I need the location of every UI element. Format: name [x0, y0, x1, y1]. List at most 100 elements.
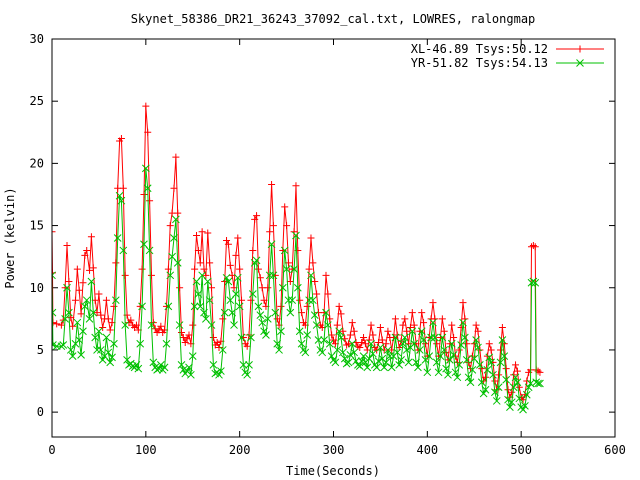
data-point	[449, 351, 458, 359]
data-point	[445, 356, 454, 364]
data-point	[346, 351, 355, 359]
y-tick-label: 10	[30, 281, 44, 295]
data-point	[140, 240, 148, 249]
data-point	[215, 370, 223, 379]
data-point	[85, 314, 94, 323]
data-point	[63, 283, 71, 292]
data-point	[387, 363, 396, 372]
data-point	[307, 234, 315, 242]
data-point	[68, 352, 77, 361]
data-point	[432, 358, 441, 367]
data-point	[324, 290, 332, 298]
data-point	[524, 383, 533, 392]
x-tick-label: 0	[48, 443, 55, 457]
data-point	[175, 321, 184, 329]
data-point	[429, 299, 437, 307]
data-point	[110, 339, 118, 348]
data-point	[260, 327, 268, 336]
data-point	[367, 321, 375, 329]
data-point	[108, 353, 116, 362]
y-tick-label: 25	[30, 94, 44, 108]
data-point	[134, 364, 143, 373]
data-point	[177, 361, 186, 369]
data-point	[166, 222, 174, 230]
data-point	[63, 241, 71, 249]
data-point	[119, 246, 128, 255]
data-point	[330, 336, 337, 344]
data-point	[496, 358, 505, 367]
data-point	[266, 228, 274, 236]
data-point	[482, 373, 490, 381]
data-point	[485, 353, 494, 362]
legend-label: XL-46.89 Tsys:50.12	[411, 42, 548, 56]
data-point	[309, 259, 317, 267]
data-point	[310, 311, 319, 319]
data-point	[115, 191, 124, 200]
data-point	[162, 339, 171, 348]
data-point	[269, 222, 277, 230]
data-point	[487, 346, 495, 354]
data-point	[247, 333, 255, 342]
data-point	[504, 395, 512, 404]
data-point	[374, 357, 383, 365]
data-point	[337, 310, 345, 318]
data-point	[145, 246, 154, 255]
data-point	[243, 370, 252, 379]
data-point	[417, 327, 426, 336]
data-point	[198, 271, 206, 280]
data-point	[280, 246, 289, 255]
data-point	[224, 277, 233, 286]
data-point	[228, 308, 237, 317]
data-point	[111, 296, 120, 305]
data-point	[264, 284, 272, 292]
data-point	[438, 333, 447, 342]
data-point	[91, 333, 100, 342]
data-point	[531, 278, 540, 287]
data-point	[208, 284, 216, 292]
data-point	[293, 283, 302, 292]
data-point	[258, 318, 267, 327]
data-point	[352, 357, 360, 365]
data-point	[226, 261, 234, 269]
data-point	[188, 352, 197, 361]
data-point	[209, 334, 217, 341]
data-point	[87, 277, 96, 286]
data-point	[434, 368, 443, 377]
data-point	[196, 259, 204, 267]
data-point	[393, 348, 402, 357]
data-point	[253, 212, 261, 220]
axis-ticks: 0 100 200 300 400 500 600 0 5 10 15 20 25 30	[30, 32, 626, 457]
y-axis-label: Power (kelvin)	[3, 187, 17, 288]
data-point	[523, 377, 531, 385]
data-point	[440, 327, 448, 335]
data-point	[79, 327, 87, 336]
data-point	[207, 321, 216, 329]
data-point	[295, 327, 304, 336]
data-point	[375, 338, 383, 346]
data-point	[226, 296, 235, 305]
data-point	[391, 315, 399, 323]
legend-marker	[576, 59, 584, 67]
data-point	[382, 340, 390, 348]
data-point	[399, 339, 407, 348]
data-point	[140, 190, 148, 198]
data-point	[286, 308, 295, 317]
data-point	[372, 363, 381, 372]
data-point	[209, 361, 218, 369]
data-point	[286, 278, 294, 286]
data-point	[468, 365, 477, 374]
data-point	[512, 361, 520, 369]
data-point	[189, 321, 197, 329]
data-point	[104, 315, 112, 323]
data-point	[474, 343, 482, 352]
data-point	[462, 356, 471, 364]
data-point	[292, 182, 300, 190]
data-point	[391, 333, 400, 342]
data-point	[384, 327, 392, 335]
data-point	[273, 315, 281, 323]
data-point	[204, 229, 212, 237]
data-point	[397, 356, 405, 364]
data-point	[141, 164, 150, 173]
data-point	[365, 354, 374, 363]
